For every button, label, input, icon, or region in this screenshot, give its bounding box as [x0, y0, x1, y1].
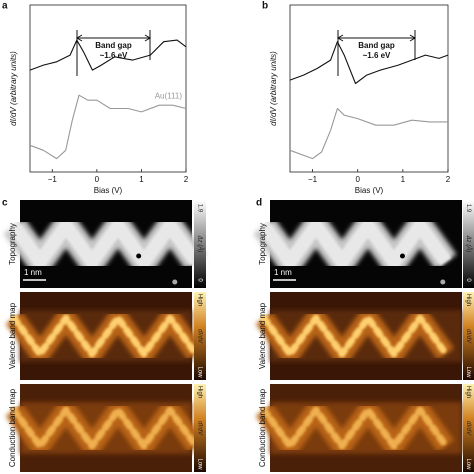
orbital-lobes [260, 314, 450, 358]
band-gap-bracket [337, 30, 416, 76]
row-label: Valence band map [258, 302, 267, 369]
x-axis-label: Bias (V) [94, 186, 123, 195]
x-tick-label: 2 [446, 175, 451, 184]
series-label: Au(111) [155, 91, 183, 100]
molecule-core [258, 219, 452, 269]
row-label: Topography [258, 223, 267, 265]
y-axis-label: dI/dV (arbitrary units) [269, 51, 278, 126]
band-gap-label: Band gap [95, 41, 132, 50]
plot-frame [29, 4, 187, 173]
orbital-lobes [260, 406, 450, 450]
scale-bar-label: 1 nm [24, 268, 42, 277]
colorbar [463, 292, 474, 380]
colorbar-label: Low [196, 366, 202, 378]
panel-label: c [2, 198, 8, 209]
tip-position [399, 253, 405, 259]
x-tick-label: 0 [95, 175, 100, 184]
colorbar-label: Low [465, 458, 471, 470]
band-gap-value: ~1.6 eV [363, 51, 391, 60]
row-label: Topography [8, 223, 17, 265]
x-tick-label: −1 [48, 175, 58, 184]
row-label: Valence band map [8, 302, 17, 369]
x-tick-label: 2 [184, 175, 189, 184]
tip-position [136, 253, 142, 259]
colorbar-label: High [196, 386, 202, 398]
colorbar-label: 0 [196, 278, 202, 282]
colorbar-label: dI/dV [196, 329, 202, 344]
colorbar-label: Δz (Å) [465, 235, 472, 253]
panel-label: a [2, 1, 8, 12]
band-gap-value: ~1.6 eV [100, 51, 128, 60]
panel-label: d [256, 198, 262, 209]
panel-label: b [262, 1, 268, 12]
x-tick-label: 1 [401, 175, 406, 184]
x-axis-label: Bias (V) [355, 186, 384, 195]
colorbar-label: dI/dV [465, 421, 471, 436]
molecule-core [8, 219, 202, 269]
colorbar-label: High [465, 294, 471, 306]
colorbar-label: 1.9 [465, 204, 471, 213]
colorbar-label: 1.9 [196, 204, 202, 213]
x-tick-label: −1 [308, 175, 318, 184]
band-gap-label: Band gap [358, 41, 395, 50]
orbital-lobes [10, 406, 200, 450]
colorbar [463, 200, 474, 288]
colorbar-label: High [196, 294, 202, 306]
colorbar-label: High [465, 386, 471, 398]
colorbar [463, 384, 474, 472]
plot-frame [289, 4, 449, 173]
reference-position [440, 279, 446, 285]
x-tick-label: 1 [139, 175, 144, 184]
spectrum-line [29, 39, 187, 71]
band-gap-bracket [76, 30, 151, 76]
colorbar [194, 384, 206, 472]
orbital-lobes [10, 314, 200, 358]
colorbar-label: Δz (Å) [196, 235, 203, 253]
colorbar-label: Low [196, 458, 202, 470]
spectrum-line [29, 94, 187, 160]
row-label: Conduction band map [8, 388, 17, 467]
colorbar-label: dI/dV [196, 421, 202, 436]
colorbar-label: dI/dV [465, 329, 471, 344]
spectrum-line [289, 107, 448, 160]
colorbar [194, 200, 206, 288]
y-axis-label: dI/dV (arbitrary units) [9, 51, 18, 126]
colorbar-label: Low [465, 366, 471, 378]
row-label: Conduction band map [258, 388, 267, 467]
scale-bar-label: 1 nm [274, 268, 292, 277]
colorbar [194, 292, 206, 380]
spectrum-line [289, 41, 449, 85]
reference-position [172, 279, 178, 285]
colorbar-label: 0 [465, 278, 471, 282]
x-tick-label: 0 [355, 175, 360, 184]
